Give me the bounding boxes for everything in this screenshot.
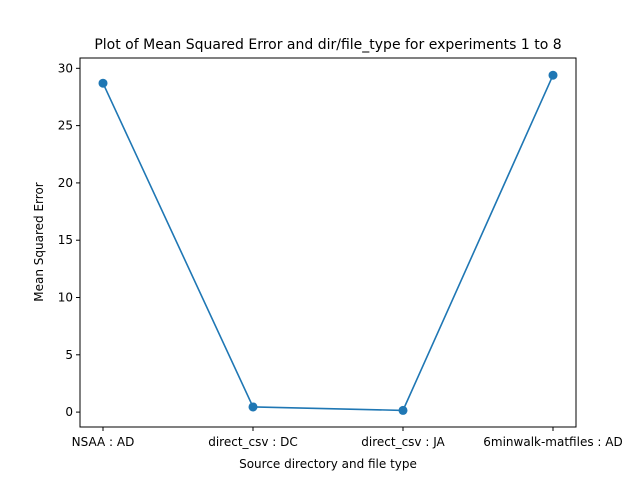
y-tick-label: 5: [65, 348, 73, 362]
axis-ticks: 0 5 10 15 20 25 30 NSAA : AD direct_csv : DC dire…: [58, 61, 623, 449]
series-line: [102, 74, 554, 412]
data-point: [398, 405, 408, 415]
y-tick-label: 20: [58, 176, 73, 190]
data-point: [98, 78, 108, 88]
y-tick-label: 15: [58, 233, 73, 247]
y-tick-label: 10: [58, 291, 73, 305]
data-point: [248, 402, 258, 412]
x-tick-label: 6minwalk-matfiles : AD: [483, 435, 622, 449]
y-tick-label: 25: [58, 119, 73, 133]
y-tick-label: 30: [58, 61, 73, 75]
y-axis-label: Mean Squared Error: [32, 182, 46, 302]
x-axis-label: Source directory and file type: [239, 457, 417, 471]
data-point: [548, 70, 558, 80]
x-tick-label: NSAA : AD: [72, 435, 135, 449]
plot-frame: [79, 57, 577, 428]
series-layer: [98, 70, 558, 415]
x-tick-label: direct_csv : JA: [361, 435, 445, 449]
y-tick-label: 0: [65, 405, 73, 419]
x-tick-label: direct_csv : DC: [208, 435, 298, 449]
chart-title: Plot of Mean Squared Error and dir/file_…: [94, 37, 561, 53]
